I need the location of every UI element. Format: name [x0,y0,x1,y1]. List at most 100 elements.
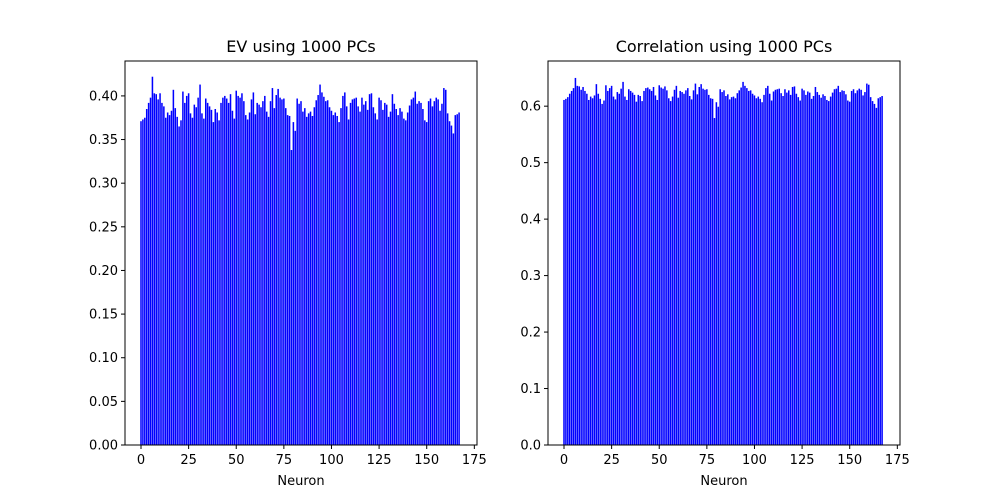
bar [793,86,796,445]
bar [597,93,600,445]
bar [706,89,708,446]
bar [224,95,226,445]
bar [338,122,340,445]
bar [631,92,634,446]
bar [734,98,737,446]
bar [450,125,453,445]
bar [355,97,357,446]
bar [567,97,569,445]
bar [881,96,883,445]
bar [626,99,628,446]
bar [305,116,308,445]
bar [858,88,860,446]
x-tick-label: 100 [742,453,767,468]
bar [393,103,396,445]
x-tick-label: 100 [319,453,344,468]
bar [285,108,287,445]
bar [869,97,872,445]
bar [178,126,180,445]
y-tick-label: 0.05 [89,395,118,410]
axes-frame [547,60,901,446]
bar [142,119,144,445]
bar [380,100,382,446]
bar [155,94,157,445]
bar [589,96,592,445]
bar [671,96,674,445]
bar [157,99,159,446]
bar [839,92,841,445]
bar [808,92,811,446]
bar [637,94,640,445]
bar [612,96,615,445]
bar [368,94,371,445]
bar [366,109,369,446]
bar [405,120,407,445]
bar [652,86,655,445]
y-tick-label: 0.5 [520,156,541,171]
bar [212,122,215,445]
y-axis-ticks: 0.00 0.05 0.10 0.15 0.20 0.25 0.30 0.35 0.40 [89,89,125,454]
x-tick-label: 175 [885,453,910,468]
bar [862,95,864,445]
bar [387,116,390,445]
bar [302,111,304,446]
bar [149,97,152,446]
bar [767,85,769,445]
bar [262,101,264,446]
bar [174,108,177,445]
bar [437,99,439,446]
bar [172,89,175,446]
y-tick-label: 0.00 [89,439,118,454]
bar [805,94,807,445]
bar [406,112,409,446]
bar [820,97,822,446]
bar [140,121,142,445]
bar [334,112,337,446]
bar [363,104,365,445]
bar [755,98,758,446]
bar [719,89,721,446]
bar [431,106,434,445]
y-tick-label: 0.30 [89,177,118,192]
bar [349,102,352,445]
bar [317,95,319,445]
bar [713,118,716,445]
bar [848,101,851,445]
chart-title: EV using 1000 PCs [226,37,375,56]
bar [185,95,188,445]
bar [325,101,327,446]
y-tick-label: 0.4 [520,213,541,228]
bar [616,92,619,445]
bar [180,120,182,445]
bar [736,93,739,445]
x-tick-label: 175 [462,453,487,468]
bar [877,98,880,446]
bar [709,98,712,446]
bar [294,130,297,445]
bar [633,94,636,445]
bar [591,98,594,446]
x-tick-label: 50 [228,453,245,468]
bar [384,102,386,445]
bar [256,102,258,445]
bar [700,84,702,446]
bar [298,103,300,445]
bar [189,113,192,446]
bar [860,89,862,446]
bar [715,102,718,445]
bar [359,111,361,446]
bar [336,115,338,445]
bar [281,99,283,446]
ev-chart: EV using 1000 PCs 0.000.050.100.150.200.… [89,37,487,489]
x-tick-label: 25 [180,453,197,468]
bar [435,97,437,446]
bar [570,90,573,446]
bar [584,90,586,446]
bar [799,100,801,445]
bar [688,96,691,445]
bar [300,101,302,446]
bar [214,109,217,445]
bar [742,81,744,445]
bar [816,92,819,445]
bar [382,109,384,446]
